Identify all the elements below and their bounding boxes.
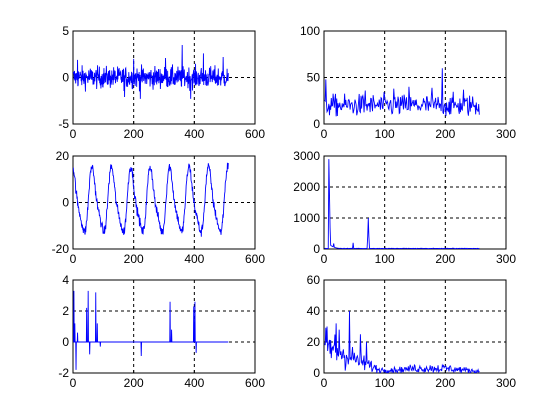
y-tick-label: 100: [300, 24, 320, 38]
x-tick-label: 300: [496, 252, 516, 266]
x-tick-label: 0: [321, 127, 328, 141]
x-tick-label: 300: [496, 127, 516, 141]
y-tick-label: 60: [307, 273, 321, 287]
y-tick-label: 0: [313, 117, 320, 131]
y-tick-label: 50: [307, 71, 321, 85]
y-tick-label: 20: [56, 149, 70, 163]
axes-frame: [323, 155, 507, 250]
x-tick-label: 200: [124, 252, 144, 266]
x-tick-label: 600: [245, 252, 265, 266]
y-tick-label: 3000: [293, 149, 320, 163]
series-line-1: [324, 310, 480, 373]
x-tick-label: 200: [124, 127, 144, 141]
x-tick-label: 600: [245, 376, 265, 390]
x-tick-label: 0: [321, 376, 328, 390]
x-tick-label: 400: [184, 376, 204, 390]
y-tick-label: 0: [62, 71, 69, 85]
x-tick-label: 0: [70, 127, 77, 141]
y-tick-label: -5: [58, 117, 69, 131]
subplot-1: 0 200 400 600-505: [58, 24, 265, 141]
x-tick-label: 600: [245, 127, 265, 141]
x-tick-label: 300: [496, 376, 516, 390]
x-tick-label: 100: [375, 252, 395, 266]
y-tick-label: 20: [307, 335, 321, 349]
x-tick-label: 0: [70, 376, 77, 390]
x-tick-label: 400: [184, 127, 204, 141]
y-tick-label: 5: [62, 24, 69, 38]
x-tick-label: 200: [124, 376, 144, 390]
x-tick-label: 400: [184, 252, 204, 266]
y-tick-label: 0: [62, 196, 69, 210]
y-tick-label: 40: [307, 304, 321, 318]
y-tick-label: 0: [62, 335, 69, 349]
x-tick-label: 0: [321, 252, 328, 266]
y-tick-label: -20: [52, 242, 70, 256]
y-tick-label: 0: [313, 242, 320, 256]
series-line-1: [73, 290, 229, 370]
y-tick-label: -2: [58, 366, 69, 380]
x-tick-label: 0: [70, 252, 77, 266]
x-tick-label: 100: [375, 127, 395, 141]
x-tick-label: 200: [435, 127, 455, 141]
series-line-1: [324, 68, 480, 117]
y-tick-label: 1000: [293, 211, 320, 225]
y-tick-label: 2000: [293, 180, 320, 194]
x-tick-label: 200: [435, 252, 455, 266]
x-tick-label: 200: [435, 376, 455, 390]
subplot-2: 0 100 200 300 0 50 100: [300, 24, 516, 141]
y-tick-label: 4: [62, 273, 69, 287]
y-tick-label: 0: [313, 366, 320, 380]
y-tick-label: 2: [62, 304, 69, 318]
series-line-1: [324, 159, 480, 249]
x-tick-label: 100: [375, 376, 395, 390]
subplot-6: 0 100 200 300 0 20 40 60: [307, 273, 517, 390]
axes-frame: [72, 279, 256, 374]
series-line-1: [73, 44, 229, 99]
series-line-1: [73, 162, 229, 237]
